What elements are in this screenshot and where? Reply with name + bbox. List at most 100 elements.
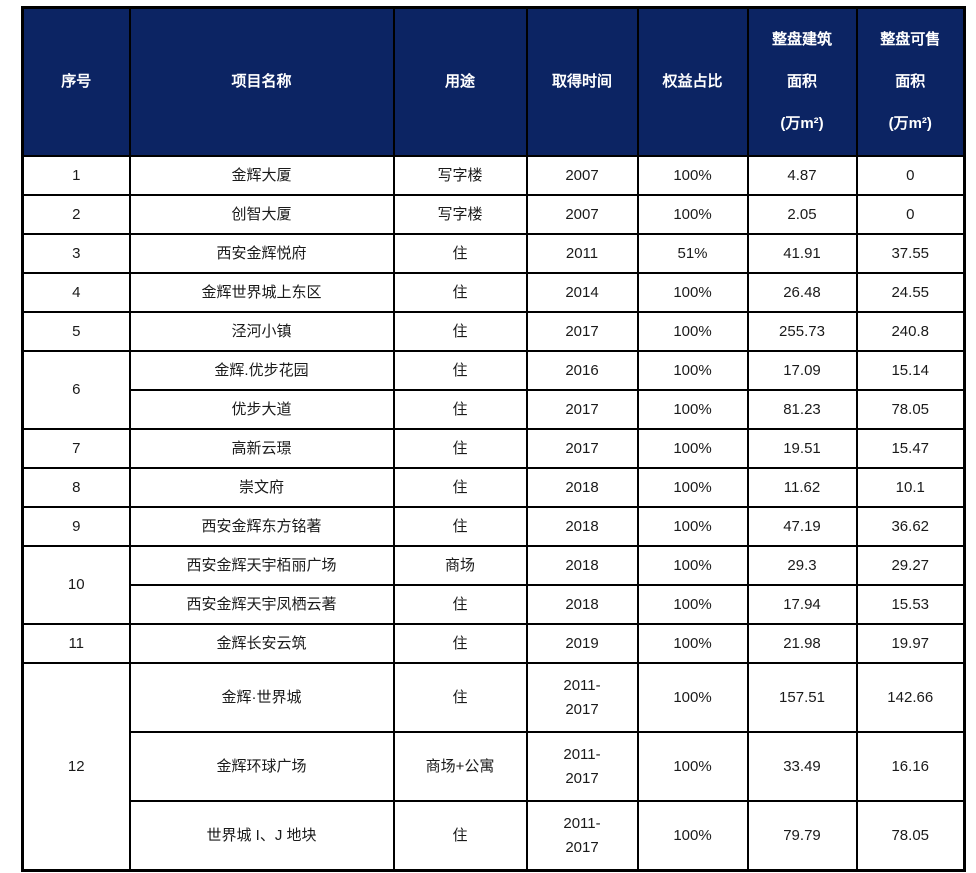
equity-cell: 100%: [636, 311, 749, 352]
table-row: 8 崇文府 住 2018 100% 11.62 10.1: [21, 467, 966, 508]
use-cell: 写字楼: [392, 155, 528, 196]
year-line: 2016: [565, 361, 599, 379]
gfa-cell: 21.98: [746, 623, 858, 664]
year-line: 2017: [565, 322, 599, 340]
use-cell: 住: [392, 233, 528, 274]
row-index-cell: 10: [21, 545, 131, 625]
year-line: 2007: [565, 205, 599, 223]
sellable-cell: 240.8: [855, 311, 966, 352]
project-name-cell: 西安金辉天宇栢丽广场: [128, 545, 395, 586]
year-line: 2011-: [563, 676, 601, 694]
col-header-total-gfa: 整盘建筑 面积 (万m²): [746, 6, 858, 157]
table-row: 4 金辉世界城上东区 住 2014 100% 26.48 24.55: [21, 272, 966, 313]
year-line: 2017: [565, 439, 599, 457]
year-line: 2018: [565, 478, 599, 496]
row-index-cell: 9: [21, 506, 131, 547]
use-cell: 住: [392, 428, 528, 469]
project-name-cell: 西安金辉东方铭著: [128, 506, 395, 547]
table-row: 9 西安金辉东方铭著 住 2018 100% 47.19 36.62: [21, 506, 966, 547]
row-index-cell: 4: [21, 272, 131, 313]
row-index-cell: 2: [21, 194, 131, 235]
year-line: 2018: [565, 517, 599, 535]
year-cell: 2011- 2017: [525, 662, 639, 733]
equity-cell: 51%: [636, 233, 749, 274]
year-line: 2018: [565, 556, 599, 574]
year-cell: 2007: [525, 155, 639, 196]
table-row: 1 金辉大厦 写字楼 2007 100% 4.87 0: [21, 155, 966, 196]
project-name-cell: 金辉环球广场: [128, 731, 395, 802]
project-name-cell: 金辉.优步花园: [128, 350, 395, 391]
project-name-cell: 世界城 I、J 地块: [128, 800, 395, 872]
gfa-cell: 17.94: [746, 584, 858, 625]
project-name-cell: 金辉世界城上东区: [128, 272, 395, 313]
row-index-cell: 1: [21, 155, 131, 196]
col-header-acquired-time: 取得时间: [525, 6, 639, 157]
col-header-project-name: 项目名称: [128, 6, 395, 157]
use-cell: 住: [392, 584, 528, 625]
row-index-cell: 3: [21, 233, 131, 274]
year-line: 2011-: [563, 745, 601, 763]
col-header-equity-ratio: 权益占比: [636, 6, 749, 157]
table-row: 金辉环球广场 商场+公寓 2011- 2017 100% 33.49 16.16: [23, 731, 966, 802]
equity-cell: 100%: [636, 584, 749, 625]
year-line: 2011-: [563, 814, 601, 832]
sellable-cell: 36.62: [855, 506, 966, 547]
col-header-use: 用途: [392, 6, 528, 157]
sellable-cell: 15.14: [855, 350, 966, 391]
year-cell: 2016: [525, 350, 639, 391]
equity-cell: 100%: [636, 389, 749, 430]
equity-cell: 100%: [636, 731, 749, 802]
use-cell: 住: [392, 506, 528, 547]
sellable-cell: 15.47: [855, 428, 966, 469]
equity-cell: 100%: [636, 623, 749, 664]
row-index-cell: 5: [21, 311, 131, 352]
table-row: 3 西安金辉悦府 住 2011 51% 41.91 37.55: [21, 233, 966, 274]
sellable-cell: 0: [855, 194, 966, 235]
sellable-cell: 37.55: [855, 233, 966, 274]
project-name-cell: 崇文府: [128, 467, 395, 508]
use-cell: 住: [392, 662, 528, 733]
gfa-cell: 19.51: [746, 428, 858, 469]
year-line: 2017: [565, 838, 599, 856]
sellable-cell: 78.05: [855, 800, 966, 872]
table-row: 6 金辉.优步花园 住 2016 100% 17.09 15.14: [21, 350, 966, 430]
gfa-cell: 41.91: [746, 233, 858, 274]
use-cell: 住: [392, 467, 528, 508]
header-line: (万m²): [888, 115, 932, 132]
use-cell: 住: [392, 389, 528, 430]
table-row: 世界城 I、J 地块 住 2011- 2017 100% 79.79 78.05: [23, 800, 966, 872]
header-line: 面积: [786, 73, 817, 90]
sellable-cell: 16.16: [855, 731, 966, 802]
project-name-cell: 金辉·世界城: [128, 662, 395, 733]
year-cell: 2018: [525, 467, 639, 508]
row-index-cell: 7: [21, 428, 131, 469]
year-cell: 2017: [525, 389, 639, 430]
project-name-cell: 泾河小镇: [128, 311, 395, 352]
year-cell: 2018: [525, 545, 639, 586]
use-cell: 住: [392, 272, 528, 313]
sellable-cell: 29.27: [855, 545, 966, 586]
gfa-cell: 33.49: [746, 731, 858, 802]
year-line: 2014: [565, 283, 599, 301]
year-cell: 2011- 2017: [525, 800, 639, 872]
gfa-cell: 81.23: [746, 389, 858, 430]
sellable-cell: 0: [855, 155, 966, 196]
use-cell: 住: [392, 623, 528, 664]
year-cell: 2017: [525, 428, 639, 469]
header-line: 整盘可售: [880, 31, 941, 48]
gfa-cell: 4.87: [746, 155, 858, 196]
year-line: 2007: [565, 166, 599, 184]
year-cell: 2011: [525, 233, 639, 274]
project-name-cell: 金辉长安云筑: [128, 623, 395, 664]
year-cell: 2014: [525, 272, 639, 313]
row-index-cell: 6: [21, 350, 131, 430]
equity-cell: 100%: [636, 194, 749, 235]
sellable-cell: 24.55: [855, 272, 966, 313]
year-line: 2019: [565, 634, 599, 652]
year-line: 2017: [565, 400, 599, 418]
sellable-cell: 78.05: [855, 389, 966, 430]
equity-cell: 100%: [636, 506, 749, 547]
year-cell: 2017: [525, 311, 639, 352]
use-cell: 商场: [392, 545, 528, 586]
table-row: 12 金辉·世界城 住 2011- 2017 100% 157.51 142.6…: [21, 662, 966, 872]
